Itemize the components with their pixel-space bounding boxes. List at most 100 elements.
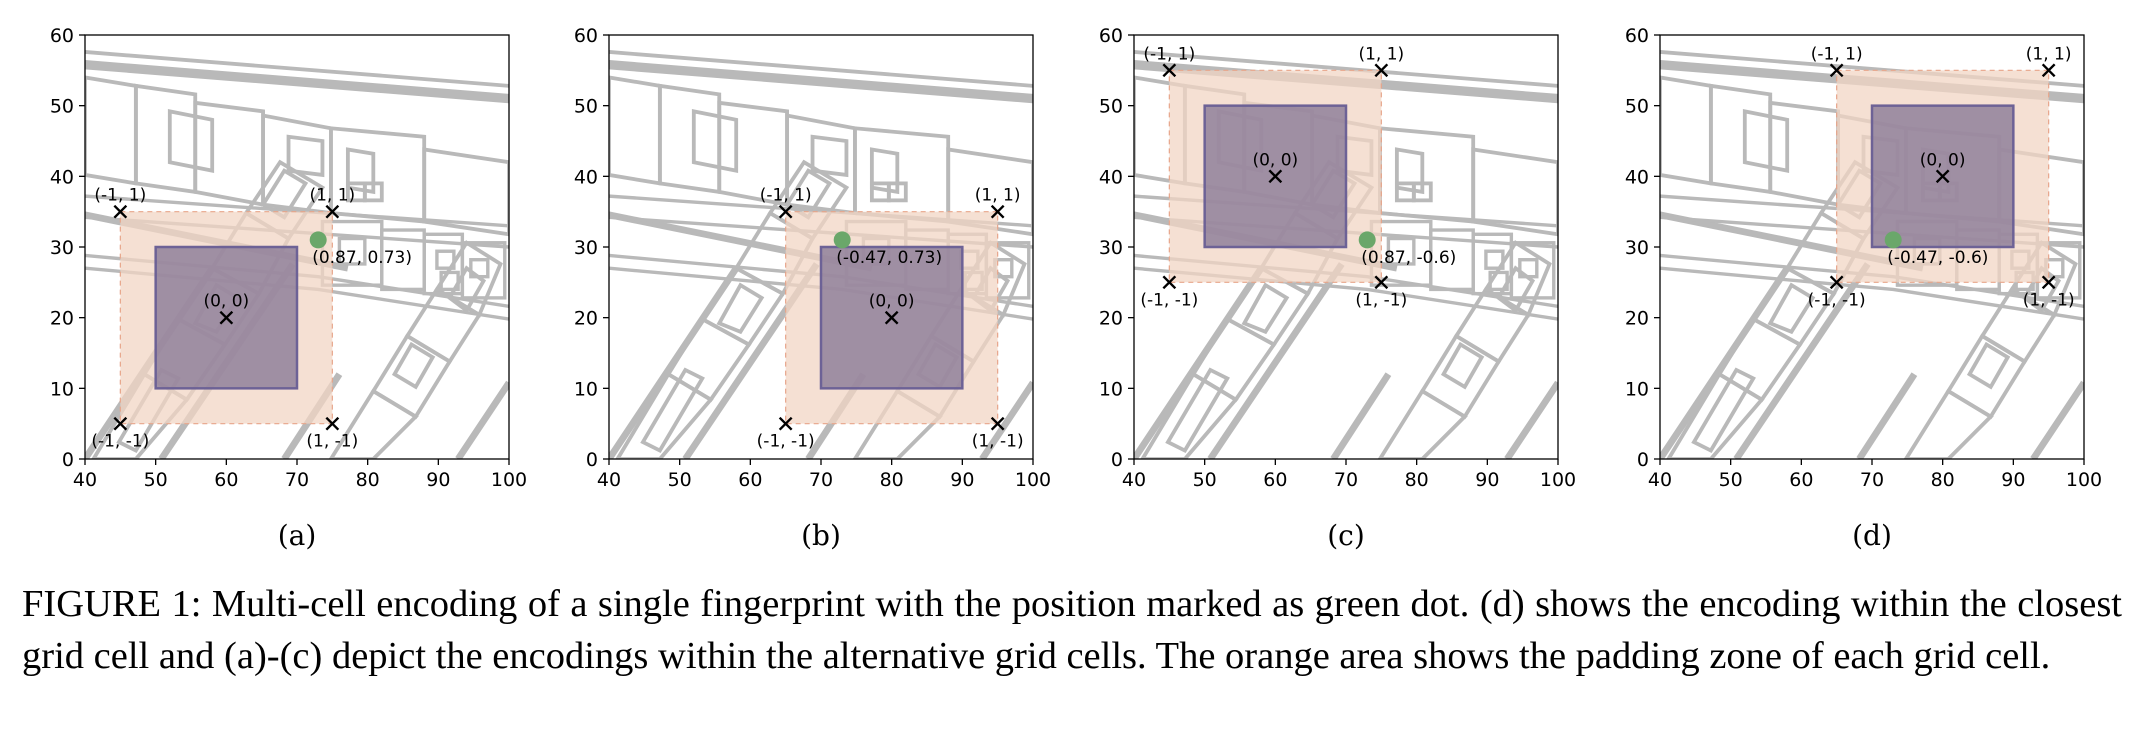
x-tick-label: 40 xyxy=(597,469,621,491)
y-tick-label: 50 xyxy=(50,96,74,118)
position-label: (0.87, 0.73) xyxy=(312,248,412,268)
panel-b-marks: (-1, 1) (1, 1) (0, 0) (-1, -1) (1, -1) (-0.47… xyxy=(757,186,1024,452)
y-tick-label: 10 xyxy=(1625,378,1649,400)
marker-label: (1, -1) xyxy=(972,432,1024,452)
marker-label: (1, 1) xyxy=(309,186,355,206)
y-tick-label: 30 xyxy=(1625,237,1649,259)
y-tick-label: 0 xyxy=(1637,449,1649,471)
x-tick-label: 100 xyxy=(1540,469,1576,491)
panel-d-label: (d) xyxy=(1852,519,1892,552)
x-tick-label: 80 xyxy=(880,469,904,491)
cross-marker xyxy=(1374,275,1389,290)
y-tick-label: 30 xyxy=(50,237,74,259)
y-tick-label: 0 xyxy=(62,449,74,471)
cross-marker xyxy=(1268,169,1283,184)
cross-marker xyxy=(1162,275,1177,290)
y-tick-label: 20 xyxy=(1625,308,1649,330)
x-tick-label: 80 xyxy=(1405,469,1429,491)
marker-label: (-1, -1) xyxy=(91,432,149,452)
position-dot xyxy=(1358,231,1376,249)
position-dot xyxy=(1884,231,1902,249)
position-dot xyxy=(309,231,327,249)
x-tick-label: 40 xyxy=(73,469,97,491)
x-tick-label: 90 xyxy=(426,469,450,491)
x-tick-label: 50 xyxy=(668,469,692,491)
cross-marker xyxy=(884,310,899,325)
position-label: (0.87, -0.6) xyxy=(1361,248,1456,268)
marker-label: (-1, 1) xyxy=(1143,44,1195,64)
x-tick-label: 90 xyxy=(2001,469,2025,491)
x-tick-label: 90 xyxy=(1475,469,1499,491)
x-tick-label: 50 xyxy=(1719,469,1743,491)
cross-marker xyxy=(2041,275,2056,290)
y-tick-label: 60 xyxy=(1625,25,1649,47)
panel-a-marks: (-1, 1) (1, 1) (0, 0) (-1, -1) (1, -1) (0.87,… xyxy=(91,186,412,452)
x-tick-label: 80 xyxy=(356,469,380,491)
x-tick-label: 100 xyxy=(2066,469,2102,491)
y-tick-label: 40 xyxy=(50,166,74,188)
cross-marker xyxy=(325,204,340,219)
cross-marker xyxy=(113,204,128,219)
y-tick-label: 40 xyxy=(1099,166,1123,188)
y-tick-label: 20 xyxy=(50,308,74,330)
cross-marker xyxy=(778,204,793,219)
x-tick-label: 50 xyxy=(1193,469,1217,491)
x-tick-label: 70 xyxy=(1860,469,1884,491)
marker-label: (-1, -1) xyxy=(1808,290,1866,310)
x-tick-label: 100 xyxy=(1015,469,1051,491)
marker-label: (1, -1) xyxy=(2023,290,2075,310)
x-tick-label: 60 xyxy=(1789,469,1813,491)
y-tick-label: 30 xyxy=(574,237,598,259)
y-tick-label: 20 xyxy=(1099,308,1123,330)
cross-marker xyxy=(1162,63,1177,78)
marker-label: (1, 1) xyxy=(2026,44,2072,64)
y-tick-label: 0 xyxy=(1111,449,1123,471)
marker-label: (-1, -1) xyxy=(1140,290,1198,310)
x-tick-label: 60 xyxy=(738,469,762,491)
x-tick-label: 100 xyxy=(491,469,527,491)
panel-b: (-1, 1) (1, 1) (0, 0) (-1, -1) (1, -1) (-0.47… xyxy=(574,25,1051,552)
panel-a-axes: 40 50 60 70 80 90 100 0 10 20 30 40 50 60 xyxy=(50,25,527,491)
marker-label: (0, 0) xyxy=(203,292,249,312)
y-tick-label: 20 xyxy=(574,308,598,330)
panel-c-label: (c) xyxy=(1327,519,1365,552)
panel-a-label: (a) xyxy=(278,519,317,552)
panel-b-axes: 40 50 60 70 80 90 100 0 10 20 30 40 50 60 xyxy=(574,25,1051,491)
marker-label: (-1, 1) xyxy=(1811,44,1863,64)
x-tick-label: 70 xyxy=(1334,469,1358,491)
marker-label: (1, -1) xyxy=(306,432,358,452)
y-tick-label: 10 xyxy=(574,378,598,400)
cross-marker xyxy=(113,416,128,431)
cross-marker xyxy=(778,416,793,431)
marker-label: (-1, -1) xyxy=(757,432,815,452)
y-tick-label: 40 xyxy=(574,166,598,188)
panel-b-zones xyxy=(785,211,999,425)
x-tick-label: 40 xyxy=(1648,469,1672,491)
x-tick-label: 90 xyxy=(950,469,974,491)
y-tick-label: 60 xyxy=(1099,25,1123,47)
cross-marker xyxy=(1829,275,1844,290)
cross-marker xyxy=(1935,169,1950,184)
cross-marker xyxy=(2041,63,2056,78)
marker-label: (1, -1) xyxy=(1355,290,1407,310)
y-tick-label: 50 xyxy=(1625,96,1649,118)
y-tick-label: 60 xyxy=(574,25,598,47)
position-dot xyxy=(833,231,851,249)
cross-marker xyxy=(990,416,1005,431)
x-tick-label: 60 xyxy=(214,469,238,491)
cross-marker xyxy=(219,310,234,325)
figure-caption: FIGURE 1: Multi-cell encoding of a singl… xyxy=(22,583,2122,677)
panel-d-axes: 40 50 60 70 80 90 100 0 10 20 30 40 50 60 xyxy=(1625,25,2102,491)
panel-d: (-1, 1) (1, 1) (0, 0) (-1, -1) (1, -1) (-0.47… xyxy=(1625,25,2102,552)
panel-b-label: (b) xyxy=(801,519,841,552)
x-tick-label: 70 xyxy=(809,469,833,491)
marker-label: (-1, 1) xyxy=(760,186,812,206)
panel-c-axes: 40 50 60 70 80 90 100 0 10 20 30 40 50 60 xyxy=(1099,25,1576,491)
panel-a: (-1, 1) (1, 1) (0, 0) (-1, -1) (1, -1) (0.87,… xyxy=(50,25,527,552)
position-label: (-0.47, 0.73) xyxy=(836,248,942,268)
cross-marker xyxy=(1374,63,1389,78)
y-tick-label: 10 xyxy=(1099,378,1123,400)
cross-marker xyxy=(1829,63,1844,78)
x-tick-label: 70 xyxy=(285,469,309,491)
